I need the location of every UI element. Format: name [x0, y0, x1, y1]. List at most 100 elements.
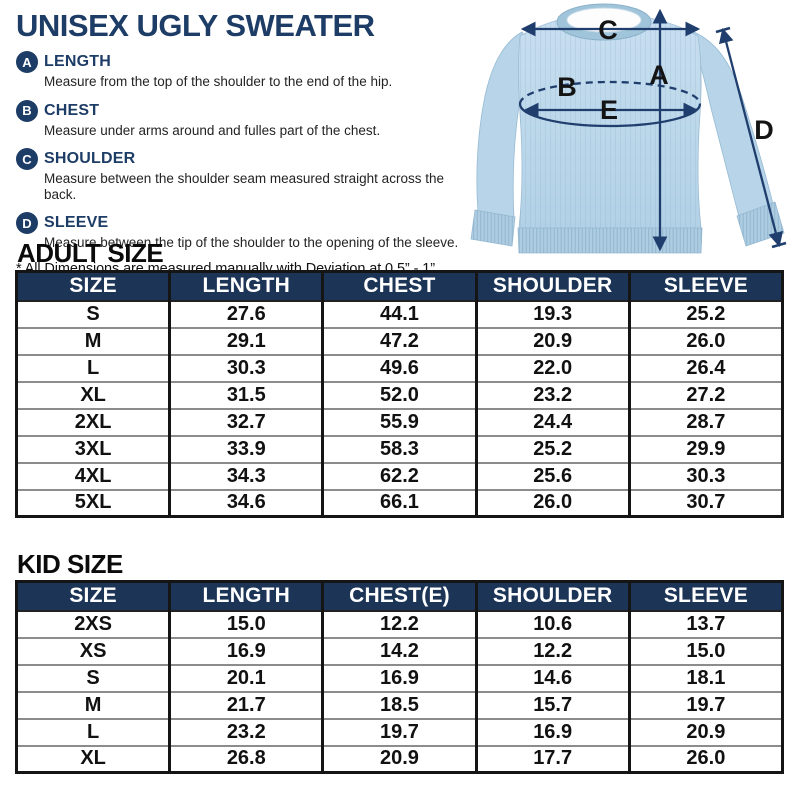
value-cell: 18.5 [321, 690, 477, 719]
column-header: LENGTH [168, 271, 323, 302]
adult-size-table: SIZE LENGTH CHEST SHOULDER SLEEVE S 27.6 44.1 19… [15, 270, 784, 518]
value-cell: 22.0 [474, 353, 630, 382]
value-cell: 30.3 [168, 353, 323, 382]
diagram-label-length: A [649, 60, 669, 90]
table-row: M 29.1 47.2 20.9 26.0 [16, 326, 783, 355]
letter-badge: B [16, 99, 38, 122]
column-header: SHOULDER [474, 581, 630, 612]
value-cell: 44.1 [321, 300, 477, 328]
measurement-label: SLEEVE [44, 214, 109, 232]
value-cell: 27.2 [627, 380, 783, 409]
value-cell: 14.6 [474, 663, 630, 692]
value-cell: 30.7 [627, 488, 783, 517]
column-header: SIZE [16, 581, 170, 612]
table-row: XL 26.8 20.9 17.7 26.0 [16, 744, 783, 773]
value-cell: 21.7 [168, 690, 323, 719]
size-cell: S [16, 300, 170, 328]
measurement-label: SHOULDER [44, 150, 136, 168]
size-cell: XL [16, 380, 170, 409]
value-cell: 19.3 [474, 300, 630, 328]
value-cell: 26.4 [627, 353, 783, 382]
value-cell: 16.9 [474, 717, 630, 746]
value-cell: 13.7 [627, 610, 783, 638]
value-cell: 19.7 [321, 717, 477, 746]
value-cell: 10.6 [474, 610, 630, 638]
size-cell: XS [16, 636, 170, 665]
size-cell: 4XL [16, 461, 170, 490]
measurement-item-length: A LENGTH Measure from the top of the shoul… [16, 51, 461, 90]
value-cell: 49.6 [321, 353, 477, 382]
measurement-guide: A LENGTH Measure from the top of the shoul… [16, 51, 461, 251]
measurement-description: Measure from the top of the shoulder to … [44, 74, 393, 89]
table-row: XL 31.5 52.0 23.2 27.2 [16, 380, 783, 409]
value-cell: 52.0 [321, 380, 477, 409]
table-row: S 20.1 16.9 14.6 18.1 [16, 663, 783, 692]
table-row: M 21.7 18.5 15.7 19.7 [16, 690, 783, 719]
value-cell: 26.0 [474, 488, 630, 517]
letter-badge: D [16, 212, 38, 235]
measurement-instructions: UNISEX UGLY SWEATER A LENGTH Measure from … [16, 8, 461, 277]
size-cell: M [16, 690, 170, 719]
value-cell: 14.2 [321, 636, 477, 665]
table-row: XS 16.9 14.2 12.2 15.0 [16, 636, 783, 665]
value-cell: 12.2 [321, 610, 477, 638]
measurement-description: Measure between the shoulder seam measur… [44, 171, 444, 202]
table-row: 2XS 15.0 12.2 10.6 13.7 [16, 610, 783, 638]
table-row: S 27.6 44.1 19.3 25.2 [16, 300, 783, 328]
value-cell: 27.6 [168, 300, 323, 328]
sleeve-arrow-bottom-tick [771, 241, 787, 249]
table-row: L 23.2 19.7 16.9 20.9 [16, 717, 783, 746]
value-cell: 34.3 [168, 461, 323, 490]
column-header: SLEEVE [627, 581, 783, 612]
value-cell: 15.7 [474, 690, 630, 719]
kid-size-heading: KID SIZE [17, 549, 123, 579]
measurement-item-shoulder: C SHOULDER Measure between the shoulder se… [16, 148, 461, 202]
value-cell: 19.7 [627, 690, 783, 719]
diagram-label-chest: B [557, 72, 577, 102]
sweater-hem-rib [518, 228, 702, 253]
value-cell: 55.9 [321, 407, 477, 436]
value-cell: 24.4 [474, 407, 630, 436]
value-cell: 23.2 [474, 380, 630, 409]
value-cell: 62.2 [321, 461, 477, 490]
value-cell: 17.7 [474, 744, 630, 773]
sweater-diagram: C A B E D [458, 0, 800, 258]
value-cell: 16.9 [321, 663, 477, 692]
value-cell: 25.6 [474, 461, 630, 490]
value-cell: 20.1 [168, 663, 323, 692]
value-cell: 26.0 [627, 744, 783, 773]
value-cell: 20.9 [321, 744, 477, 773]
value-cell: 26.8 [168, 744, 323, 773]
size-cell: 2XL [16, 407, 170, 436]
value-cell: 29.9 [627, 434, 783, 463]
value-cell: 34.6 [168, 488, 323, 517]
table-row: 3XL 33.9 58.3 25.2 29.9 [16, 434, 783, 463]
value-cell: 25.2 [627, 300, 783, 328]
sleeve-arrow-top-tick [715, 26, 731, 34]
value-cell: 26.0 [627, 326, 783, 355]
measurement-label: CHEST [44, 101, 100, 119]
table-row: 4XL 34.3 62.2 25.6 30.3 [16, 461, 783, 490]
value-cell: 20.9 [627, 717, 783, 746]
measurement-description: Measure under arms around and fulles par… [44, 122, 381, 138]
sweater-left-cuff-rib [471, 210, 515, 246]
value-cell: 33.9 [168, 434, 323, 463]
column-header: CHEST [321, 271, 477, 302]
page-title: UNISEX UGLY SWEATER [16, 8, 375, 43]
letter-badge: C [16, 148, 38, 171]
chest-ellipse-back [518, 80, 702, 105]
table-row: L 30.3 49.6 22.0 26.4 [16, 353, 783, 382]
value-cell: 15.0 [168, 610, 323, 638]
diagram-label-chest-width: E [600, 95, 618, 125]
value-cell: 18.1 [627, 663, 783, 692]
size-cell: L [16, 717, 170, 746]
value-cell: 16.9 [168, 636, 323, 665]
value-cell: 15.0 [627, 636, 783, 665]
table-row: 2XL 32.7 55.9 24.4 28.7 [16, 407, 783, 436]
adult-size-heading: ADULT SIZE [17, 238, 164, 268]
measurement-label: LENGTH [44, 53, 111, 70]
value-cell: 58.3 [321, 434, 477, 463]
size-cell: XL [16, 744, 170, 773]
value-cell: 28.7 [627, 407, 783, 436]
value-cell: 66.1 [321, 488, 477, 517]
